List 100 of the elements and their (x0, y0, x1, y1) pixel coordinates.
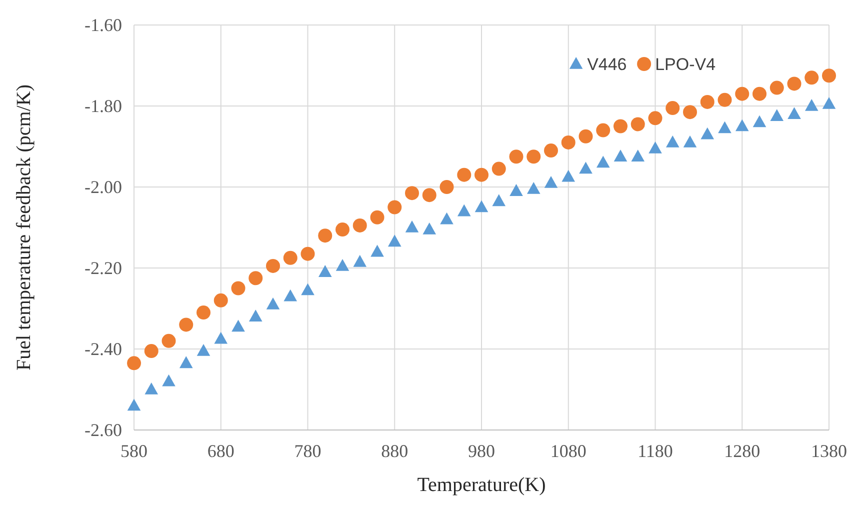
point (509, 150, 524, 164)
point (284, 289, 298, 302)
x-tick-label: 1080 (550, 441, 586, 461)
point (388, 200, 402, 214)
point (336, 222, 350, 237)
point (144, 344, 158, 358)
y-tick-label: -2.40 (84, 339, 122, 359)
point (474, 168, 488, 182)
point (526, 182, 540, 194)
point (562, 170, 576, 182)
point (718, 121, 732, 134)
point (353, 254, 367, 267)
point (352, 218, 367, 232)
point (422, 222, 436, 234)
point (266, 258, 280, 273)
point (248, 310, 262, 322)
point (405, 186, 419, 200)
legend-label: V446 (587, 55, 627, 74)
point (630, 117, 645, 132)
point (370, 244, 384, 257)
point (214, 332, 228, 344)
legend-label: LPO-V4 (655, 55, 716, 74)
point (735, 119, 749, 132)
x-tick-label: 1380 (811, 441, 847, 461)
point (492, 162, 506, 176)
point (266, 297, 280, 310)
point (788, 107, 801, 119)
point (318, 228, 332, 243)
x-tick-label: 880 (381, 441, 408, 461)
point (336, 258, 350, 271)
point (422, 188, 436, 202)
point (474, 200, 488, 212)
x-tick-label: 780 (294, 441, 322, 461)
point (770, 80, 784, 95)
x-tick-label: 1180 (638, 441, 673, 461)
point (283, 250, 298, 265)
point (752, 86, 766, 101)
point (144, 382, 158, 394)
point (405, 220, 419, 232)
point (440, 180, 454, 194)
point (579, 162, 592, 174)
y-tick-label: -2.60 (84, 420, 122, 440)
point (700, 127, 714, 140)
point (735, 86, 750, 101)
point (179, 356, 193, 368)
y-axis-title: Fuel temperature feedback (pcm/K) (13, 84, 35, 370)
point (231, 281, 246, 296)
point (232, 320, 245, 332)
point (300, 246, 315, 261)
point (248, 271, 263, 286)
point (301, 283, 314, 296)
point (578, 129, 593, 144)
point (440, 212, 454, 224)
point (683, 135, 697, 148)
point (700, 94, 714, 109)
point (787, 76, 802, 91)
point (752, 115, 766, 128)
x-tick-label: 980 (468, 441, 495, 461)
point (370, 210, 384, 224)
point (318, 265, 332, 277)
point (770, 109, 784, 122)
point (596, 156, 610, 168)
point (614, 150, 628, 162)
x-tick-label: 580 (120, 441, 148, 461)
point (804, 70, 819, 85)
point (526, 150, 541, 164)
point (214, 293, 228, 308)
point (683, 105, 697, 120)
point (596, 123, 610, 138)
x-tick-label: 680 (207, 441, 234, 461)
point (804, 99, 818, 111)
x-tick-label: 1280 (724, 441, 760, 461)
point (544, 144, 558, 158)
point (388, 234, 402, 247)
point (561, 135, 576, 150)
y-tick-label: -1.80 (84, 96, 122, 116)
point (179, 318, 194, 332)
point (822, 68, 836, 83)
point (162, 334, 176, 348)
point (196, 306, 210, 320)
point (666, 101, 680, 116)
point (648, 142, 662, 154)
point (666, 135, 680, 148)
y-tick-label: -2.00 (84, 177, 122, 197)
point (510, 184, 523, 196)
y-tick-label: -2.20 (84, 258, 122, 278)
point (614, 119, 628, 134)
point (162, 374, 176, 386)
point (457, 168, 472, 182)
x-axis-title: Temperature(K) (417, 474, 546, 496)
point (196, 344, 210, 356)
point (492, 194, 506, 206)
point (127, 398, 141, 411)
point (631, 150, 645, 162)
point (822, 96, 836, 109)
point (718, 92, 732, 107)
point (648, 111, 662, 126)
point (544, 176, 558, 188)
point (457, 204, 471, 216)
y-tick-label: -1.60 (84, 15, 122, 35)
